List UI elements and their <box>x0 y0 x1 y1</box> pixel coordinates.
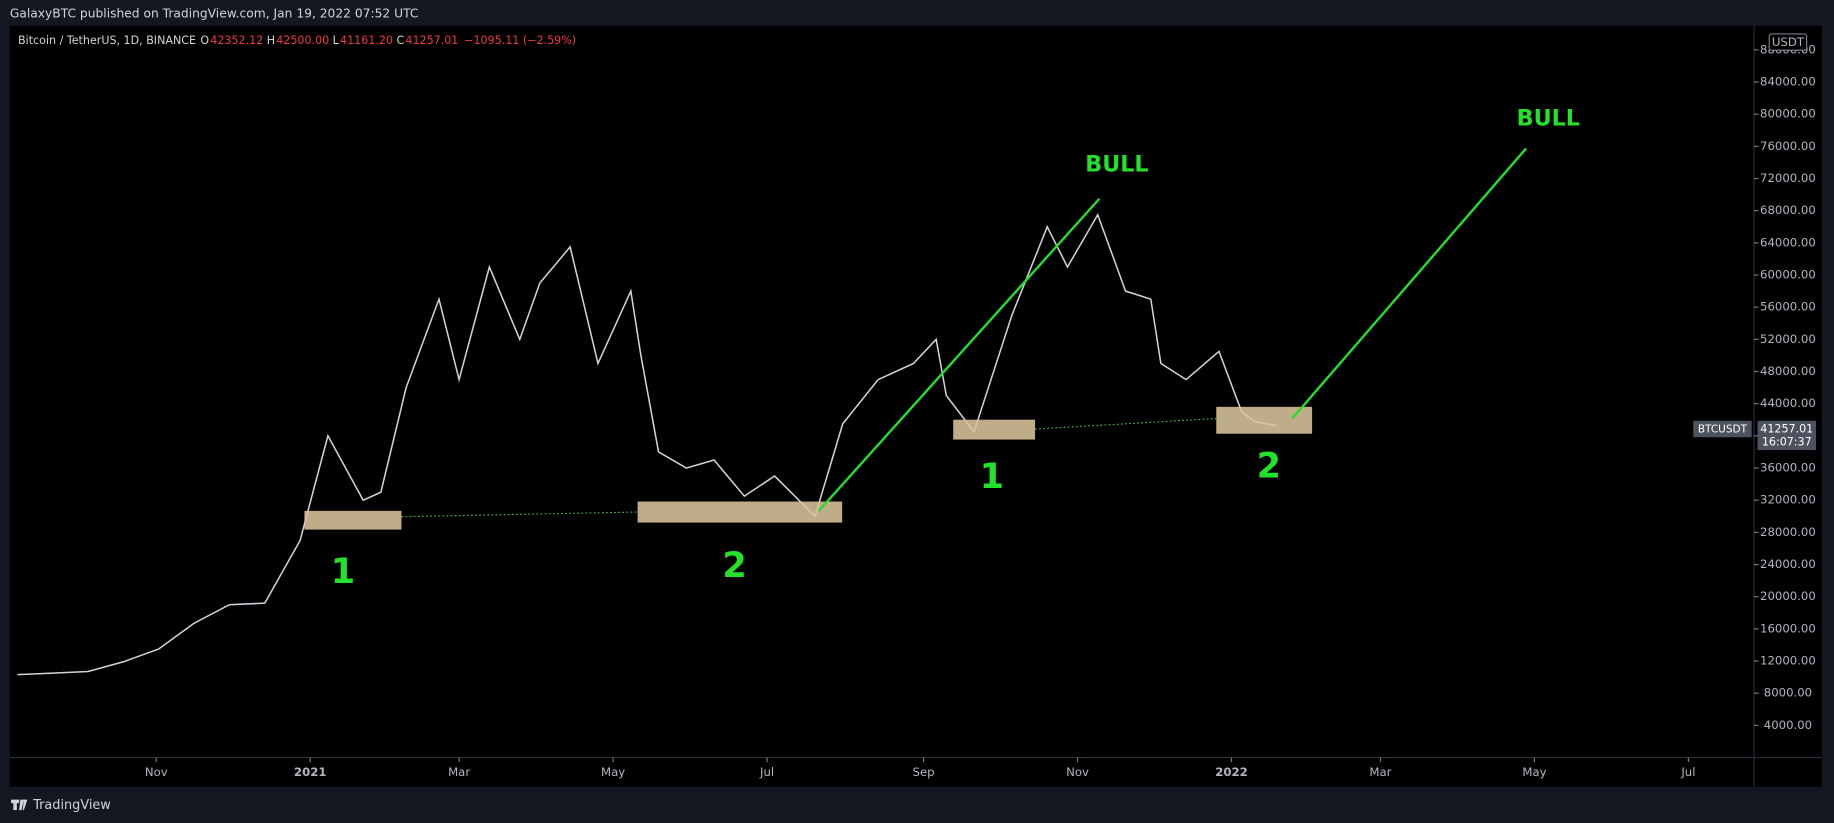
y-tick-label: 4000.00 <box>1764 718 1812 732</box>
y-tick-label: 32000.00 <box>1760 493 1816 507</box>
ohlc-change: −1095.11 (−2.59%) <box>464 34 576 47</box>
x-tick-label: Nov <box>1066 765 1089 779</box>
annotation: 1 <box>980 456 1004 497</box>
y-tick-label: 84000.00 <box>1760 75 1816 89</box>
y-tick-label: 12000.00 <box>1760 654 1816 668</box>
x-tick-label: 2022 <box>1215 765 1248 779</box>
y-tick-label: 68000.00 <box>1760 203 1816 217</box>
y-tick-label: 48000.00 <box>1760 364 1816 378</box>
currency-label: USDT <box>1772 35 1805 49</box>
y-tick-label: 36000.00 <box>1760 461 1816 475</box>
y-tick-label: 16000.00 <box>1760 621 1816 635</box>
zone-box <box>1216 406 1313 434</box>
x-tick-label: Nov <box>145 765 168 779</box>
ohlc-key: C <box>396 34 404 47</box>
symbol-tag-label: BTCUSDT <box>1698 424 1748 436</box>
ohlc-value: 41161.20 <box>340 34 393 47</box>
x-tick-label: May <box>601 765 625 779</box>
y-tick-label: 28000.00 <box>1760 525 1816 539</box>
symbol-name: Bitcoin / TetherUS, 1D, BINANCE <box>18 34 196 47</box>
currency-box <box>1768 33 1808 51</box>
annotation: 2 <box>722 545 746 586</box>
last-price-box <box>1757 420 1816 451</box>
y-tick-label: 60000.00 <box>1760 268 1816 282</box>
annotation: 2 <box>1257 446 1281 487</box>
ohlc-key: L <box>333 34 340 47</box>
trend-line <box>1291 147 1527 420</box>
ohlc-value: 42500.00 <box>276 34 329 47</box>
price-line <box>17 212 1278 676</box>
countdown: 16:07:37 <box>1762 435 1812 448</box>
y-tick-label: 64000.00 <box>1760 235 1816 249</box>
logo-icon <box>10 799 28 811</box>
zone-box <box>953 419 1036 440</box>
ohlc-legend: Bitcoin / TetherUS, 1D, BINANCE O 42352.1… <box>18 34 576 47</box>
ohlc-key: H <box>267 34 275 47</box>
footer-brand: TradingView <box>32 798 111 813</box>
x-tick-label: Mar <box>1369 765 1391 779</box>
y-tick-label: 20000.00 <box>1760 589 1816 603</box>
ohlc-key: O <box>200 34 209 47</box>
ohlc-value: 42352.12 <box>210 34 263 47</box>
y-tick-label: 24000.00 <box>1760 557 1816 571</box>
y-tick-label: 44000.00 <box>1760 396 1816 410</box>
zone-box <box>637 501 843 523</box>
zone-box <box>304 510 402 530</box>
support-line <box>401 511 638 518</box>
y-tick-label: 56000.00 <box>1760 300 1816 314</box>
y-tick-label: 80000.00 <box>1760 107 1816 121</box>
y-tick-label: 76000.00 <box>1760 139 1816 153</box>
symbol-tag <box>1693 420 1752 438</box>
annotation: BULL <box>1085 151 1148 177</box>
publish-info: GalaxyBTC published on TradingView.com, … <box>10 7 419 21</box>
annotation: 1 <box>331 551 355 592</box>
y-tick-label: 72000.00 <box>1760 171 1816 185</box>
y-tick-label: 52000.00 <box>1760 332 1816 346</box>
tv-logo: TradingView <box>10 798 111 813</box>
chart-area <box>9 25 1822 787</box>
x-tick-label: Jul <box>1680 765 1695 779</box>
ohlc-value: 41257.01 <box>405 34 458 47</box>
x-tick-label: May <box>1522 765 1546 779</box>
x-tick-label: Sep <box>913 765 935 779</box>
last-price: 41257.01 <box>1760 423 1813 436</box>
x-tick-label: 2021 <box>294 765 327 779</box>
x-tick-label: Mar <box>448 765 470 779</box>
x-tick-label: Jul <box>759 765 774 779</box>
trend-line <box>817 197 1101 512</box>
annotation: BULL <box>1517 106 1580 132</box>
y-tick-label: 8000.00 <box>1764 686 1812 700</box>
support-line <box>1035 417 1217 430</box>
